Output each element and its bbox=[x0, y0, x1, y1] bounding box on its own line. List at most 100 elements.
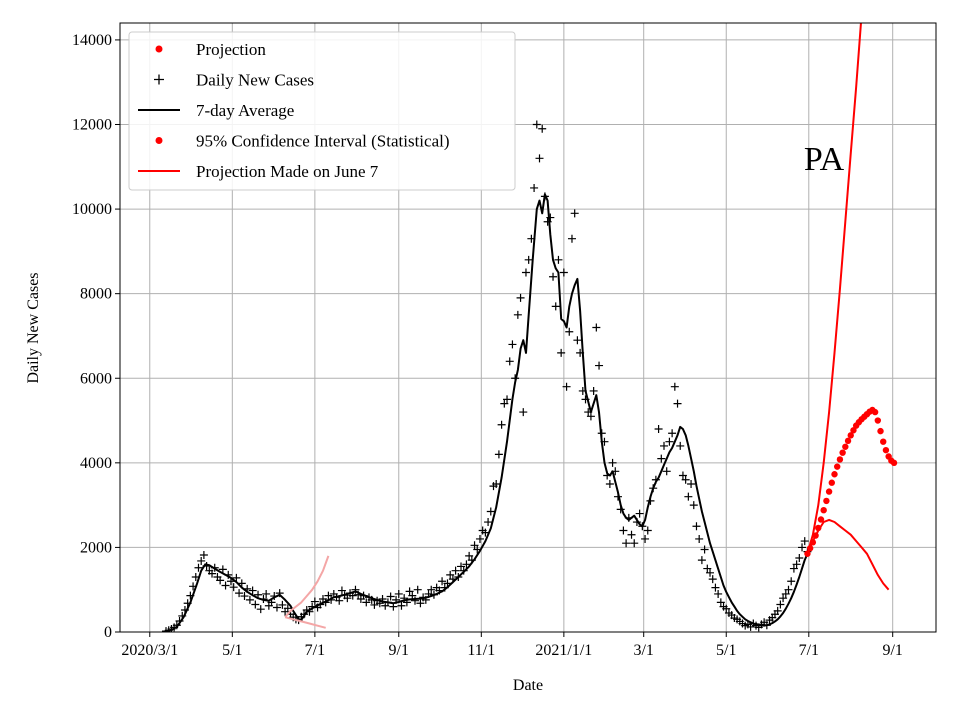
x-tick-label: 3/1 bbox=[633, 642, 653, 659]
y-tick-label: 6000 bbox=[80, 370, 112, 387]
x-tick-label: 11/1 bbox=[467, 642, 495, 659]
projection-point bbox=[806, 545, 814, 552]
daily-case-point bbox=[665, 437, 674, 446]
y-tick-label: 8000 bbox=[80, 286, 112, 303]
daily-case-point bbox=[570, 209, 579, 218]
daily-case-point bbox=[513, 310, 522, 319]
projection-point bbox=[842, 443, 849, 450]
projection-point bbox=[871, 408, 879, 416]
series-line bbox=[806, 518, 890, 591]
daily-case-point bbox=[256, 605, 265, 614]
daily-case-point bbox=[416, 599, 425, 608]
daily-case-point bbox=[549, 272, 558, 281]
series-line bbox=[169, 193, 809, 632]
daily-case-point bbox=[654, 425, 663, 433]
y-tick-label: 4000 bbox=[80, 455, 112, 472]
daily-case-point bbox=[703, 564, 712, 573]
plot-area bbox=[162, 23, 898, 632]
daily-case-point bbox=[687, 479, 696, 488]
legend: Projection Daily New Cases 7-day Average 95… bbox=[128, 31, 516, 191]
pa-annotation: PA bbox=[804, 141, 845, 178]
daily-case-point bbox=[787, 577, 796, 586]
daily-case-point bbox=[789, 564, 798, 573]
daily-case-point bbox=[508, 340, 517, 349]
daily-case-point bbox=[516, 293, 525, 302]
daily-case-point bbox=[194, 563, 203, 572]
legend-label: Projection Made on June 7 bbox=[196, 162, 379, 181]
y-tick-label: 0 bbox=[104, 624, 112, 641]
daily-case-point bbox=[784, 585, 793, 594]
daily-case-point bbox=[497, 420, 506, 429]
daily-case-point bbox=[562, 382, 571, 391]
daily-case-point bbox=[535, 154, 544, 163]
daily-case-point bbox=[446, 570, 455, 579]
daily-case-point bbox=[716, 598, 725, 607]
daily-case-point bbox=[245, 595, 254, 604]
daily-case-point bbox=[538, 124, 547, 133]
daily-case-point bbox=[451, 566, 460, 575]
daily-case-point bbox=[262, 589, 271, 598]
x-tick-label: 9/1 bbox=[882, 642, 902, 659]
daily-case-point bbox=[486, 507, 495, 516]
projection-point bbox=[844, 437, 852, 445]
daily-case-point bbox=[503, 395, 512, 404]
x-tick-label: 7/1 bbox=[305, 642, 325, 659]
daily-case-point bbox=[484, 518, 493, 527]
daily-case-point bbox=[278, 600, 287, 609]
legend-label: 95% Confidence Interval (Statistical) bbox=[196, 132, 450, 151]
projection-point bbox=[882, 446, 890, 454]
y-axis-label: Daily New Cases bbox=[25, 272, 42, 383]
daily-case-point bbox=[492, 479, 501, 488]
legend-marker-dot bbox=[155, 45, 163, 53]
daily-case-point bbox=[692, 522, 701, 531]
x-tick-label: 2021/1/1 bbox=[535, 642, 592, 659]
daily-case-point bbox=[208, 569, 217, 578]
daily-case-point bbox=[722, 604, 731, 613]
series-line bbox=[284, 616, 326, 629]
daily-case-point bbox=[505, 357, 514, 366]
daily-case-point bbox=[689, 501, 698, 510]
daily-case-point bbox=[397, 601, 406, 610]
daily-case-point bbox=[586, 412, 595, 421]
axes-frame bbox=[119, 22, 937, 633]
daily-case-point bbox=[438, 577, 447, 586]
daily-case-point bbox=[627, 530, 636, 539]
daily-case-point bbox=[773, 606, 782, 615]
legend-label: 7-day Average bbox=[196, 101, 294, 120]
legend-marker-dot bbox=[155, 137, 163, 144]
daily-case-point bbox=[335, 596, 344, 605]
projection-point bbox=[836, 456, 844, 463]
projection-point bbox=[823, 497, 830, 505]
daily-case-point bbox=[248, 586, 257, 595]
daily-case-point bbox=[427, 585, 436, 594]
daily-case-point bbox=[557, 348, 566, 357]
projection-point bbox=[812, 532, 819, 539]
daily-case-point bbox=[554, 255, 563, 264]
daily-case-point bbox=[475, 534, 484, 543]
daily-case-point bbox=[711, 583, 720, 592]
projection-point bbox=[834, 463, 841, 470]
daily-case-point bbox=[500, 399, 509, 408]
projection-point bbox=[820, 507, 827, 514]
daily-case-point bbox=[605, 479, 614, 488]
daily-case-point bbox=[465, 551, 474, 560]
projection-point bbox=[890, 459, 898, 467]
daily-case-point bbox=[324, 591, 333, 600]
y-tick-label: 14000 bbox=[72, 32, 112, 49]
daily-case-point bbox=[462, 560, 471, 569]
daily-case-point bbox=[657, 454, 666, 463]
daily-case-point bbox=[660, 441, 668, 450]
daily-case-point bbox=[630, 539, 639, 548]
daily-case-point bbox=[559, 268, 568, 277]
projection-point bbox=[831, 471, 838, 478]
daily-case-point bbox=[706, 568, 715, 577]
daily-case-point bbox=[684, 492, 693, 501]
daily-case-point bbox=[678, 471, 687, 480]
daily-case-point bbox=[643, 526, 652, 535]
daily-case-point bbox=[524, 255, 533, 264]
y-tick-label: 10000 bbox=[72, 201, 112, 218]
daily-case-point bbox=[283, 604, 292, 613]
projection-point bbox=[850, 427, 857, 434]
daily-case-point bbox=[197, 556, 206, 565]
daily-case-point bbox=[779, 594, 788, 603]
